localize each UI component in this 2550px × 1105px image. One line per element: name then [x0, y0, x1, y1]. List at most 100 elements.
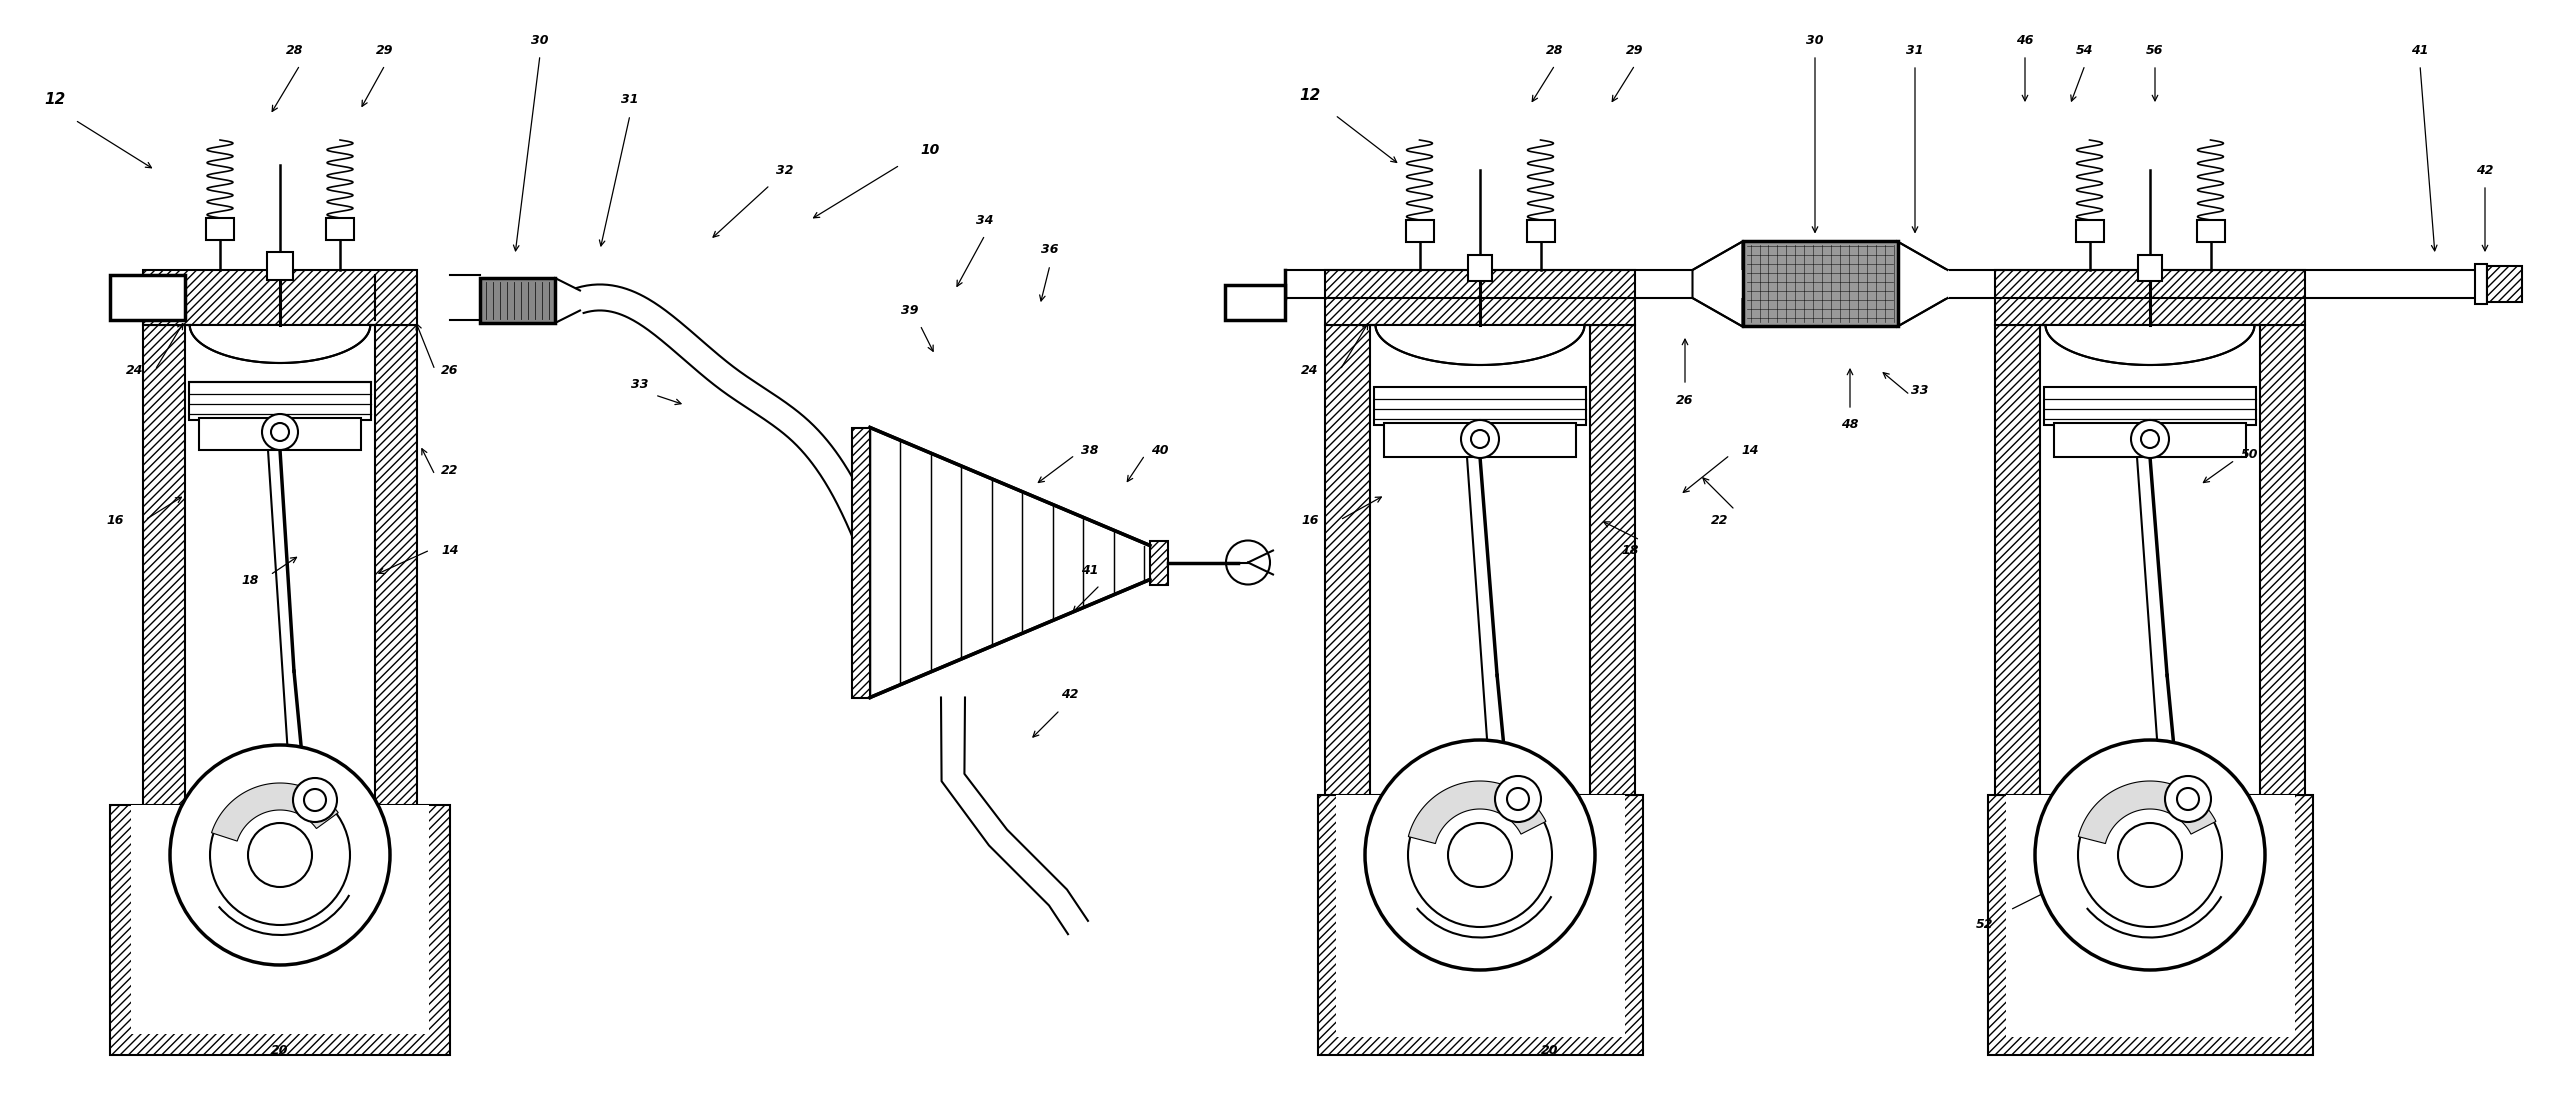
Circle shape: [2178, 788, 2198, 810]
Text: 52: 52: [1976, 918, 1994, 932]
Polygon shape: [2040, 325, 2259, 365]
Text: 48: 48: [1841, 419, 1859, 431]
Bar: [1527, 220, 1556, 242]
Text: 46: 46: [2017, 33, 2035, 46]
Circle shape: [1364, 740, 1594, 970]
Bar: [2045, 387, 2257, 425]
Circle shape: [2078, 783, 2221, 927]
Bar: [268, 252, 293, 280]
Bar: [189, 382, 370, 420]
Text: 42: 42: [2476, 164, 2494, 177]
Bar: [1895, 270, 1951, 298]
Text: 41: 41: [2412, 43, 2428, 56]
Text: 18: 18: [242, 573, 258, 587]
Bar: [1326, 270, 1635, 325]
Text: 56: 56: [2147, 43, 2165, 56]
Bar: [199, 418, 362, 450]
Circle shape: [2165, 776, 2211, 822]
Bar: [1318, 794, 1642, 1055]
Text: 12: 12: [1300, 87, 1321, 103]
Text: 32: 32: [775, 164, 793, 177]
Bar: [479, 278, 556, 323]
Circle shape: [1507, 788, 1530, 810]
Bar: [1591, 325, 1635, 794]
Text: 14: 14: [1742, 443, 1759, 456]
Text: 26: 26: [1675, 393, 1693, 407]
Bar: [143, 270, 418, 325]
Text: 38: 38: [1081, 443, 1099, 456]
Bar: [1224, 285, 1285, 320]
Text: 30: 30: [530, 33, 548, 46]
Bar: [110, 806, 449, 1055]
Bar: [207, 218, 235, 240]
Bar: [1742, 270, 1744, 298]
Bar: [2259, 325, 2305, 794]
Text: 31: 31: [622, 94, 638, 106]
Bar: [1994, 325, 2040, 794]
Polygon shape: [2078, 781, 2216, 843]
Bar: [852, 428, 870, 697]
Bar: [1150, 540, 1168, 585]
Bar: [2004, 794, 2295, 1036]
Bar: [1986, 794, 2313, 1055]
Text: 20: 20: [270, 1043, 288, 1056]
Circle shape: [303, 789, 326, 811]
Text: 33: 33: [1912, 383, 1928, 397]
Text: 41: 41: [1081, 564, 1099, 577]
Bar: [2137, 255, 2162, 281]
Polygon shape: [941, 697, 1089, 934]
Bar: [2476, 264, 2486, 304]
Text: 30: 30: [1805, 33, 1823, 46]
Circle shape: [293, 778, 337, 822]
Circle shape: [247, 823, 311, 887]
Bar: [130, 806, 428, 1034]
Bar: [2196, 220, 2224, 242]
Text: 40: 40: [1150, 443, 1168, 456]
Text: 16: 16: [1300, 514, 1318, 526]
Bar: [2053, 423, 2247, 457]
Bar: [1336, 794, 1624, 1036]
Text: 20: 20: [1540, 1043, 1558, 1056]
Text: 28: 28: [286, 43, 303, 56]
Text: 18: 18: [1622, 544, 1640, 557]
Bar: [1405, 220, 1433, 242]
Bar: [2486, 266, 2522, 302]
Bar: [110, 275, 186, 320]
Text: 10: 10: [921, 143, 938, 157]
Text: 33: 33: [632, 379, 648, 391]
Text: 16: 16: [107, 514, 125, 526]
Circle shape: [171, 745, 390, 965]
Circle shape: [2119, 823, 2183, 887]
Polygon shape: [870, 428, 1150, 697]
Text: 54: 54: [2076, 43, 2094, 56]
Polygon shape: [576, 284, 892, 576]
Text: 50: 50: [2241, 449, 2259, 462]
Bar: [1385, 423, 1576, 457]
Polygon shape: [375, 275, 479, 320]
Polygon shape: [1897, 242, 1948, 326]
Text: 22: 22: [1711, 514, 1729, 526]
Bar: [1326, 325, 1369, 794]
Bar: [1742, 242, 1897, 326]
Bar: [143, 325, 186, 806]
Text: 39: 39: [900, 304, 918, 316]
Polygon shape: [1693, 242, 1742, 326]
Text: 12: 12: [43, 93, 66, 107]
Text: 29: 29: [377, 43, 393, 56]
Text: 42: 42: [1061, 688, 1079, 702]
Text: 22: 22: [441, 463, 459, 476]
Circle shape: [263, 414, 298, 450]
Circle shape: [2132, 420, 2170, 457]
Text: 28: 28: [1545, 43, 1563, 56]
Circle shape: [1227, 540, 1270, 585]
Circle shape: [209, 785, 349, 925]
Text: 34: 34: [977, 213, 994, 227]
Text: 26: 26: [441, 364, 459, 377]
Circle shape: [1471, 430, 1489, 448]
Circle shape: [1494, 776, 1540, 822]
Text: 29: 29: [1627, 43, 1645, 56]
Polygon shape: [1408, 781, 1545, 843]
Polygon shape: [212, 783, 339, 841]
Text: 24: 24: [1300, 364, 1318, 377]
Bar: [1374, 387, 1586, 425]
